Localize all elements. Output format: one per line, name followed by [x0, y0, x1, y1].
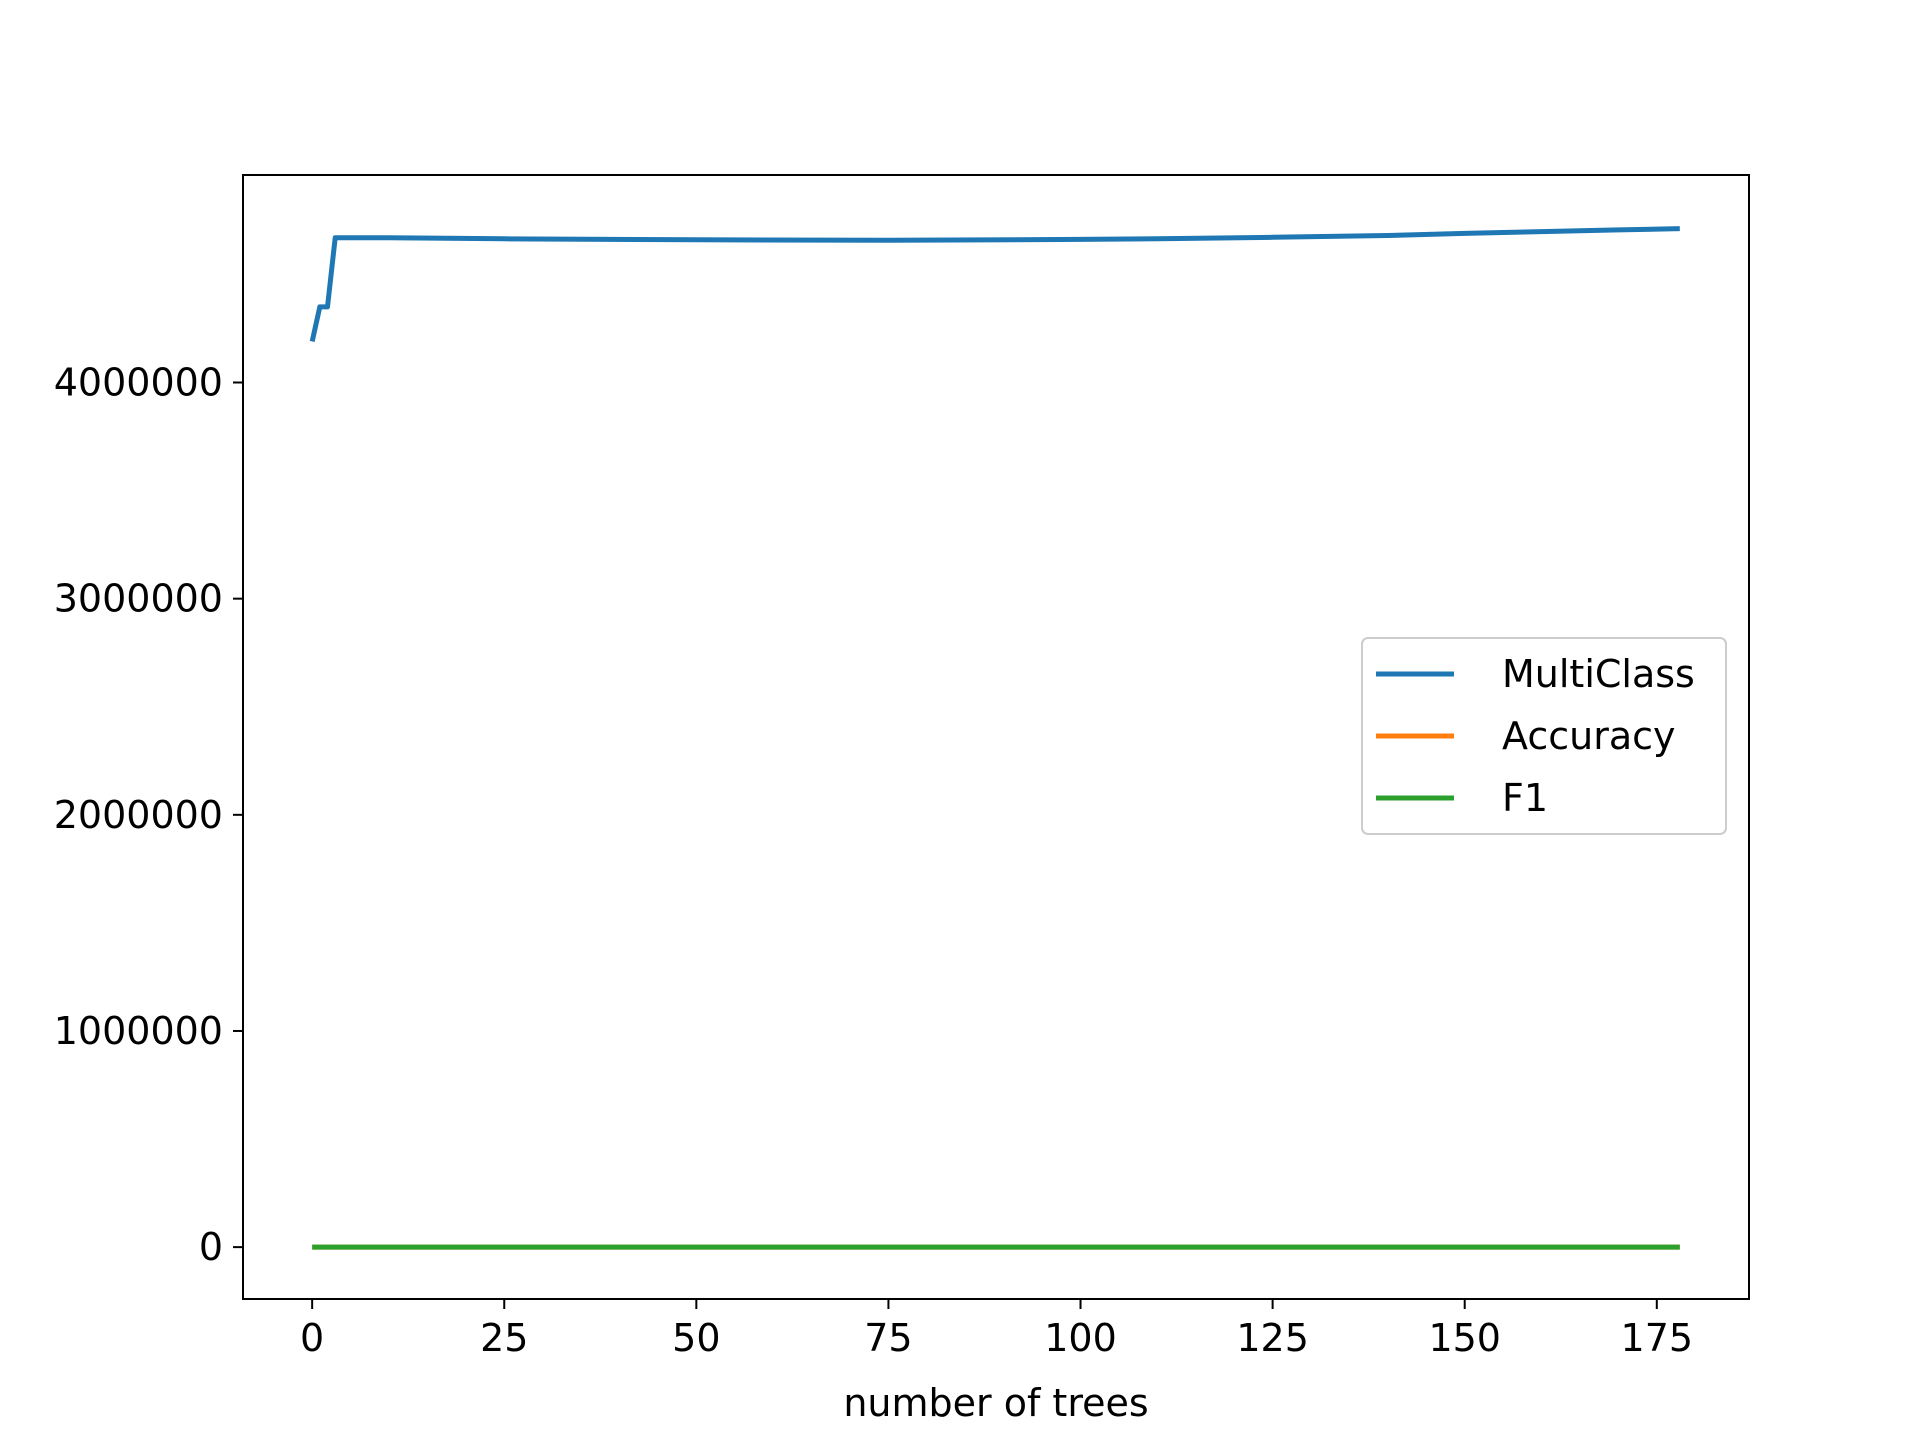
legend-label-f1: F1: [1502, 776, 1548, 820]
x-axis-ticks: 0 25 50 75 100 125 150 175: [300, 1299, 1693, 1360]
y-axis-ticks: 0 1000000 2000000 3000000 4000000: [54, 361, 243, 1269]
y-tick-label: 2000000: [54, 793, 223, 837]
x-tick-label: 150: [1428, 1316, 1501, 1360]
x-tick-label: 175: [1621, 1316, 1694, 1360]
series-layer: [309, 226, 1680, 1250]
y-tick-label: 3000000: [54, 577, 223, 621]
axes-frame: [242, 174, 1750, 1300]
legend: MultiClass Accuracy F1: [1361, 637, 1727, 835]
x-tick-label: 25: [480, 1316, 528, 1360]
x-tick-label: 125: [1236, 1316, 1309, 1360]
legend-label-accuracy: Accuracy: [1502, 714, 1676, 758]
legend-frame: [1361, 637, 1727, 835]
y-tick-label: 0: [199, 1225, 223, 1269]
x-tick-label: 50: [672, 1316, 720, 1360]
x-tick-label: 100: [1044, 1316, 1117, 1360]
x-axis-label: number of trees: [843, 1381, 1148, 1425]
series-line-multiclass: [309, 226, 1680, 342]
legend-label-multiclass: MultiClass: [1502, 652, 1695, 696]
x-tick-label: 75: [864, 1316, 912, 1360]
x-tick-label: 0: [300, 1316, 324, 1360]
y-tick-label: 4000000: [54, 361, 223, 405]
y-tick-label: 1000000: [54, 1009, 223, 1053]
